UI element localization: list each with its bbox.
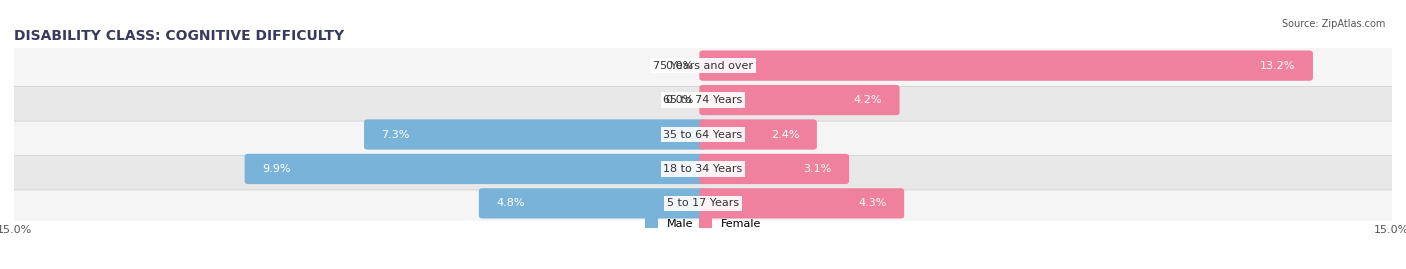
Text: 35 to 64 Years: 35 to 64 Years xyxy=(664,129,742,140)
Text: 0.0%: 0.0% xyxy=(665,61,693,71)
Text: DISABILITY CLASS: COGNITIVE DIFFICULTY: DISABILITY CLASS: COGNITIVE DIFFICULTY xyxy=(14,29,344,43)
Text: 13.2%: 13.2% xyxy=(1260,61,1295,71)
FancyBboxPatch shape xyxy=(7,79,1399,121)
Text: 0.0%: 0.0% xyxy=(665,95,693,105)
Text: 4.8%: 4.8% xyxy=(496,198,524,208)
FancyBboxPatch shape xyxy=(245,154,707,184)
Text: 2.4%: 2.4% xyxy=(770,129,800,140)
FancyBboxPatch shape xyxy=(7,148,1399,190)
FancyBboxPatch shape xyxy=(699,85,900,115)
Text: 65 to 74 Years: 65 to 74 Years xyxy=(664,95,742,105)
FancyBboxPatch shape xyxy=(364,119,707,150)
FancyBboxPatch shape xyxy=(7,45,1399,87)
Legend: Male, Female: Male, Female xyxy=(644,218,762,229)
Text: 75 Years and over: 75 Years and over xyxy=(652,61,754,71)
Text: 9.9%: 9.9% xyxy=(262,164,291,174)
Text: 3.1%: 3.1% xyxy=(803,164,831,174)
Text: 5 to 17 Years: 5 to 17 Years xyxy=(666,198,740,208)
FancyBboxPatch shape xyxy=(699,119,817,150)
Text: 4.3%: 4.3% xyxy=(858,198,887,208)
FancyBboxPatch shape xyxy=(699,51,1313,81)
FancyBboxPatch shape xyxy=(479,188,707,218)
FancyBboxPatch shape xyxy=(699,188,904,218)
FancyBboxPatch shape xyxy=(7,114,1399,155)
Text: 18 to 34 Years: 18 to 34 Years xyxy=(664,164,742,174)
Text: Source: ZipAtlas.com: Source: ZipAtlas.com xyxy=(1281,19,1385,29)
Text: 4.2%: 4.2% xyxy=(853,95,882,105)
FancyBboxPatch shape xyxy=(699,154,849,184)
Text: 7.3%: 7.3% xyxy=(381,129,411,140)
FancyBboxPatch shape xyxy=(7,182,1399,224)
